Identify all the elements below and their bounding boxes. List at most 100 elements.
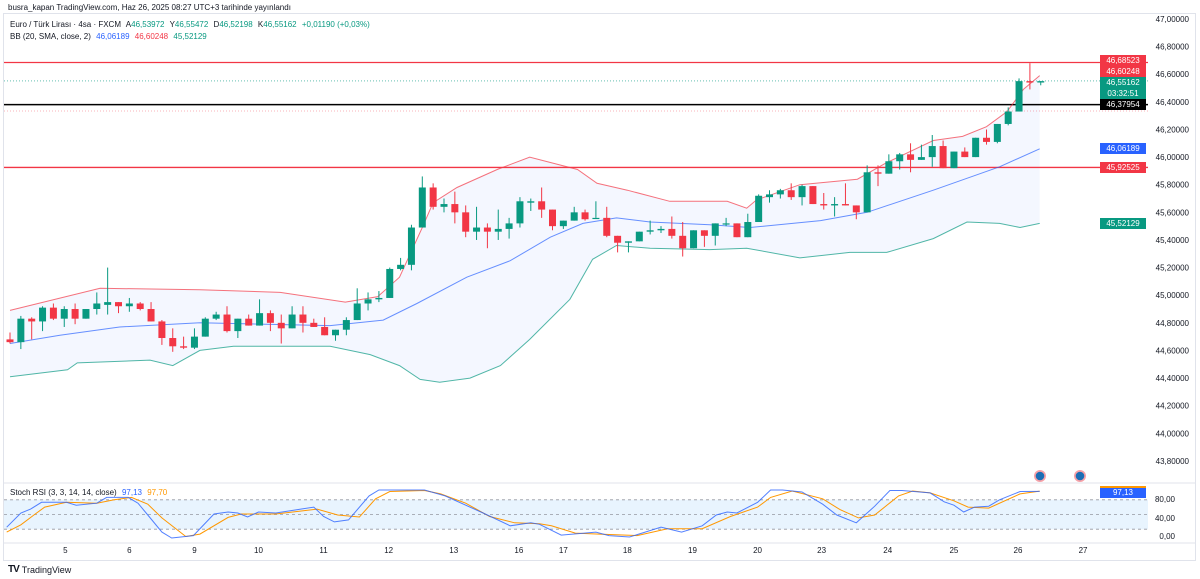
candle-body — [288, 314, 296, 329]
candle-body — [71, 309, 79, 319]
candle-body — [39, 307, 47, 322]
candle — [896, 152, 904, 170]
candle-body — [6, 339, 14, 343]
tradingview-logo[interactable]: TV TradingView — [8, 564, 71, 575]
candle — [310, 318, 318, 327]
candle — [494, 209, 502, 240]
candle — [440, 198, 448, 213]
candle — [266, 310, 274, 332]
candle-body — [874, 172, 882, 174]
candle — [787, 183, 795, 200]
candle — [527, 198, 535, 211]
candle-body — [961, 151, 969, 158]
candle — [592, 201, 600, 220]
candle-body — [1004, 111, 1012, 124]
price-axis-tick: 44,00000 — [1156, 429, 1190, 438]
candle — [831, 197, 839, 217]
stoch-rsi-name[interactable]: Stoch RSI (3, 3, 14, 14, close) — [10, 488, 117, 497]
candle-body — [169, 338, 177, 347]
candle — [375, 291, 383, 303]
candle — [885, 154, 893, 174]
candle — [332, 329, 339, 341]
candle — [451, 191, 459, 224]
candle — [397, 257, 405, 271]
branding-text: TradingView — [21, 564, 72, 575]
candle-body — [581, 212, 589, 220]
resistance-price-label: 46,68523 — [1100, 55, 1146, 66]
time-axis-tick: 13 — [449, 546, 458, 555]
candle-body — [776, 190, 784, 195]
candle-body — [147, 309, 155, 322]
rsi-axis-tick: 40,00 — [1155, 514, 1176, 523]
price-axis-tick: 45,00000 — [1156, 291, 1190, 300]
candle-body — [93, 303, 101, 310]
candle-body — [353, 303, 361, 321]
candle — [245, 314, 253, 326]
stoch-k-value: 97,13 — [121, 488, 142, 497]
symbol-title[interactable]: Euro / Türk Lirası · 4sa · FXCM — [10, 20, 121, 29]
bb-upper-price-label: 46,60248 — [1100, 66, 1146, 77]
candle-body — [559, 220, 567, 227]
candle — [549, 209, 556, 231]
candle-body — [755, 195, 763, 223]
candle — [418, 176, 426, 228]
candle — [559, 220, 567, 229]
candle — [386, 267, 394, 298]
time-axis-tick: 12 — [384, 546, 393, 555]
time-axis-tick: 25 — [949, 546, 958, 555]
candle-body — [863, 172, 871, 213]
candle-body — [983, 137, 990, 142]
candle-body — [342, 320, 350, 330]
candle-body — [505, 223, 513, 229]
candle-body — [787, 190, 795, 198]
candle — [342, 317, 350, 336]
candle — [462, 205, 470, 238]
candle — [190, 328, 198, 350]
bb-legend: BB (20, SMA, close, 2) 46,06189 46,60248… — [10, 32, 210, 41]
candle — [668, 216, 676, 239]
candle-body — [364, 299, 372, 304]
chart-grid — [4, 482, 1196, 544]
event-icon-1[interactable] — [1034, 470, 1046, 482]
candle-body — [386, 268, 394, 298]
candle — [234, 318, 242, 339]
candle-body — [603, 217, 611, 236]
candle-body — [201, 318, 209, 337]
event-icon-2[interactable] — [1074, 470, 1086, 482]
candle-body — [223, 314, 231, 332]
bb-basis-price-label: 46,06189 — [1100, 143, 1146, 154]
candle-body — [190, 336, 198, 348]
candle-body — [321, 326, 329, 336]
price-axis-tick: 46,00000 — [1156, 153, 1190, 162]
time-axis-tick: 18 — [623, 546, 632, 555]
candle-body — [722, 223, 730, 225]
candle-body — [766, 194, 773, 198]
candle-body — [527, 201, 535, 203]
stoch-d-line — [6, 489, 1040, 538]
candle-body — [310, 322, 318, 327]
candle — [60, 306, 68, 327]
time-axis-tick: 20 — [753, 546, 762, 555]
candle-body — [266, 313, 274, 323]
candle — [939, 140, 947, 169]
candle — [104, 267, 112, 315]
candle-body — [429, 187, 437, 207]
chart-frame — [3, 13, 1196, 561]
price-axis-tick: 44,80000 — [1156, 319, 1190, 328]
candle — [993, 123, 1001, 144]
candle-body — [993, 123, 1001, 142]
candle — [1015, 78, 1023, 112]
candle — [212, 311, 220, 321]
candle — [158, 320, 166, 345]
ohlc-close-value: 46,55162 — [263, 20, 297, 29]
candle — [917, 144, 925, 160]
candle — [201, 317, 209, 337]
candle — [581, 209, 589, 221]
candle — [1037, 81, 1045, 86]
price-axis-tick: 44,20000 — [1156, 402, 1190, 411]
price-axis-tick: 46,80000 — [1156, 43, 1190, 52]
bb-indicator-name[interactable]: BB (20, SMA, close, 2) — [10, 32, 91, 41]
candle-body — [972, 137, 980, 158]
time-axis-tick: 17 — [559, 546, 568, 555]
